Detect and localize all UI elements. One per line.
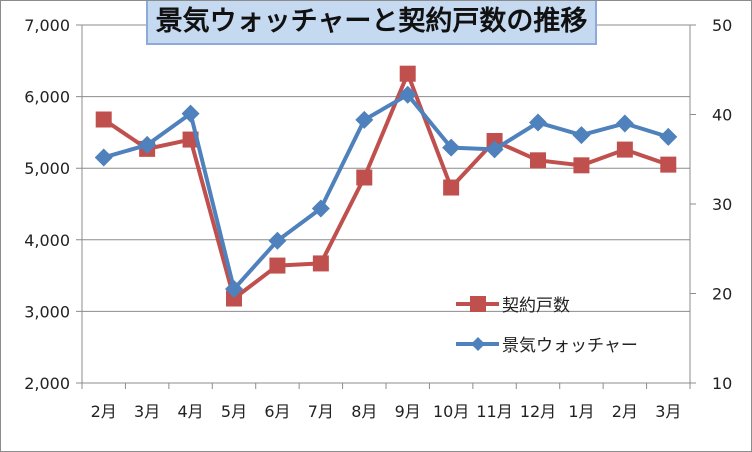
y-right-tick-label: 50 bbox=[712, 16, 732, 35]
y-left-tick-label: 7,000 bbox=[24, 16, 70, 35]
series-line-2 bbox=[103, 92, 669, 292]
data-point-square bbox=[399, 65, 416, 82]
data-point-square bbox=[356, 169, 373, 186]
data-point-square bbox=[616, 141, 633, 158]
x-tick-label: 7月 bbox=[308, 402, 334, 421]
data-point-diamond bbox=[94, 148, 113, 167]
data-point-diamond bbox=[311, 199, 330, 218]
x-tick-label: 8月 bbox=[351, 402, 377, 421]
x-tick-label: 3月 bbox=[134, 402, 160, 421]
legend-marker-diamond bbox=[471, 337, 485, 351]
data-point-square bbox=[226, 290, 242, 307]
y-right-tick-label: 40 bbox=[712, 106, 732, 125]
x-tick-label: 3月 bbox=[655, 402, 681, 421]
data-point-square bbox=[269, 257, 286, 274]
y-left-tick-label: 2,000 bbox=[24, 374, 70, 393]
data-point-square bbox=[312, 255, 329, 272]
x-tick-label: 5月 bbox=[221, 402, 247, 421]
y-right-tick-label: 20 bbox=[712, 285, 732, 304]
x-tick-label: 4月 bbox=[177, 402, 203, 421]
x-tick-label: 10月 bbox=[433, 402, 469, 421]
y-right-tick-label: 30 bbox=[712, 195, 732, 214]
y-left-tick-label: 3,000 bbox=[24, 302, 70, 321]
data-point-square bbox=[443, 179, 460, 196]
x-tick-label: 2月 bbox=[612, 402, 638, 421]
chart-title: 景気ウォッチャーと契約戸数の推移 bbox=[146, 1, 597, 45]
y-left-tick-label: 5,000 bbox=[24, 159, 70, 178]
x-tick-label: 12月 bbox=[520, 402, 556, 421]
data-point-diamond bbox=[181, 104, 200, 123]
data-point-diamond bbox=[615, 114, 634, 133]
data-point-square bbox=[530, 152, 546, 169]
legend-label: 契約戸数 bbox=[502, 296, 570, 316]
legend-marker-square bbox=[470, 296, 486, 312]
data-point-square bbox=[95, 111, 112, 128]
x-tick-label: 11月 bbox=[476, 402, 512, 421]
y-right-tick-label: 10 bbox=[712, 374, 732, 393]
data-point-diamond bbox=[659, 127, 678, 146]
y-left-tick-label: 6,000 bbox=[24, 88, 70, 107]
data-point-diamond bbox=[572, 126, 591, 145]
data-point-diamond bbox=[355, 110, 374, 129]
legend-label: 景気ウォッチャー bbox=[502, 336, 638, 356]
y-left-tick-label: 4,000 bbox=[24, 231, 70, 250]
data-point-diamond bbox=[398, 85, 417, 104]
data-point-square bbox=[660, 156, 677, 173]
data-point-diamond bbox=[485, 140, 504, 159]
x-tick-label: 1月 bbox=[568, 402, 594, 421]
data-point-diamond bbox=[442, 138, 461, 157]
data-point-diamond bbox=[529, 113, 547, 132]
x-tick-label: 9月 bbox=[395, 402, 421, 421]
x-tick-label: 6月 bbox=[264, 402, 290, 421]
data-point-diamond bbox=[268, 231, 287, 250]
data-point-diamond bbox=[225, 280, 243, 299]
data-point-diamond bbox=[138, 135, 157, 154]
data-point-square bbox=[573, 157, 590, 174]
x-tick-label: 2月 bbox=[91, 402, 117, 421]
